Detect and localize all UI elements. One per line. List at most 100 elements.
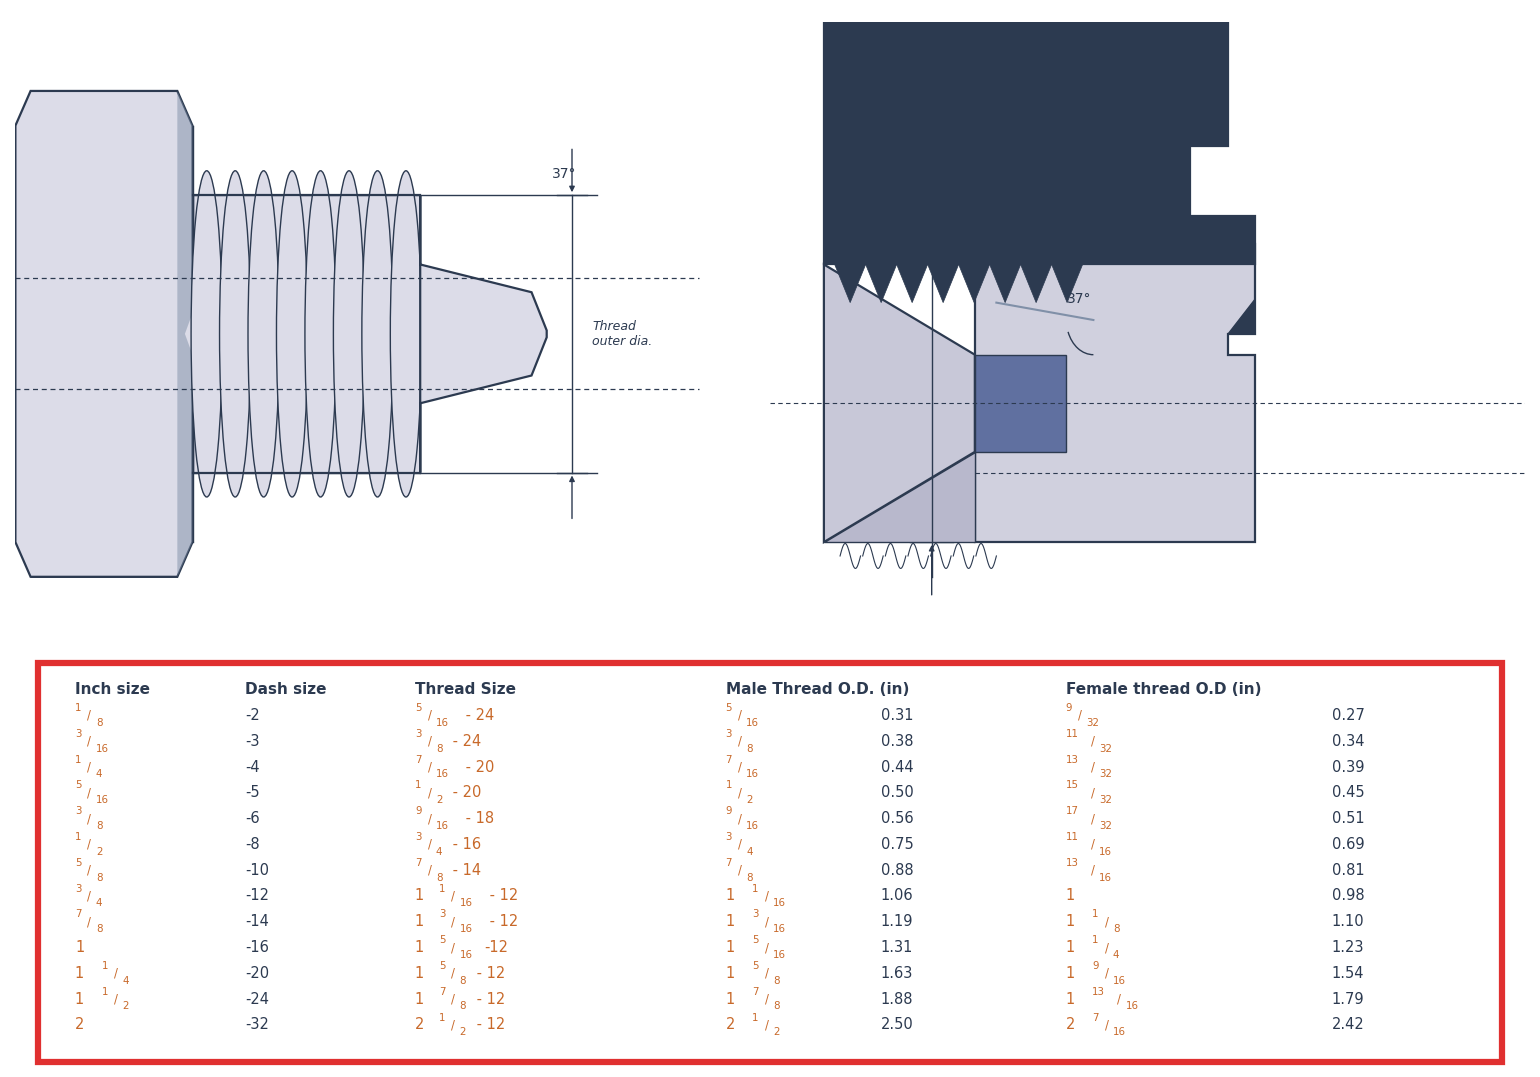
Text: -8: -8 bbox=[245, 837, 260, 852]
Text: /: / bbox=[86, 812, 91, 825]
Text: Inch size: Inch size bbox=[75, 682, 151, 697]
Text: /: / bbox=[86, 838, 91, 851]
Text: 1: 1 bbox=[439, 1012, 445, 1022]
Text: 1.79: 1.79 bbox=[1332, 992, 1364, 1007]
Text: 1: 1 bbox=[416, 992, 430, 1007]
Text: -12: -12 bbox=[245, 889, 270, 904]
Text: 0.39: 0.39 bbox=[1332, 759, 1364, 774]
Polygon shape bbox=[177, 90, 192, 577]
Text: /: / bbox=[86, 786, 91, 799]
Text: 1: 1 bbox=[1066, 940, 1075, 955]
Text: 0.51: 0.51 bbox=[1332, 811, 1364, 826]
Text: 4: 4 bbox=[123, 976, 129, 985]
Text: 13: 13 bbox=[1066, 755, 1078, 765]
Text: -12: -12 bbox=[485, 940, 508, 955]
Text: 2: 2 bbox=[1066, 1018, 1075, 1033]
Text: 4: 4 bbox=[95, 769, 102, 780]
Text: /: / bbox=[738, 838, 742, 851]
Text: /: / bbox=[451, 915, 456, 928]
Text: -10: -10 bbox=[245, 863, 270, 878]
Text: 1: 1 bbox=[725, 940, 735, 955]
Text: 5: 5 bbox=[75, 857, 82, 868]
Text: /: / bbox=[86, 915, 91, 928]
Text: /: / bbox=[1104, 967, 1109, 980]
Text: 0.27: 0.27 bbox=[1332, 708, 1364, 723]
Polygon shape bbox=[896, 265, 927, 303]
Text: /: / bbox=[428, 786, 431, 799]
Text: 8: 8 bbox=[436, 743, 442, 754]
Text: 16: 16 bbox=[747, 821, 759, 831]
Text: 1: 1 bbox=[725, 781, 731, 791]
Text: 0.98: 0.98 bbox=[1332, 889, 1364, 904]
Text: 8: 8 bbox=[95, 924, 102, 934]
Text: 1: 1 bbox=[752, 883, 759, 894]
Text: 4: 4 bbox=[747, 847, 753, 857]
Text: 1: 1 bbox=[75, 703, 82, 713]
Text: 1: 1 bbox=[75, 833, 82, 842]
Text: 2: 2 bbox=[436, 795, 442, 806]
Text: -14: -14 bbox=[245, 914, 270, 929]
Text: 1.88: 1.88 bbox=[881, 992, 913, 1007]
Text: 8: 8 bbox=[747, 872, 753, 882]
Text: 7: 7 bbox=[75, 909, 82, 920]
Polygon shape bbox=[824, 22, 1255, 265]
Text: 8: 8 bbox=[747, 743, 753, 754]
Text: 13: 13 bbox=[1066, 857, 1078, 868]
Polygon shape bbox=[1227, 299, 1255, 334]
Text: -3: -3 bbox=[245, 733, 260, 749]
Text: /: / bbox=[428, 864, 431, 877]
Text: 16: 16 bbox=[436, 718, 448, 728]
Text: 16: 16 bbox=[1126, 1002, 1138, 1011]
Polygon shape bbox=[975, 243, 1255, 542]
Text: 3: 3 bbox=[75, 883, 82, 894]
Text: 16: 16 bbox=[773, 950, 785, 960]
Text: /: / bbox=[738, 864, 742, 877]
Text: 1: 1 bbox=[75, 992, 89, 1007]
Text: 1.19: 1.19 bbox=[881, 914, 913, 929]
Text: 3: 3 bbox=[75, 807, 82, 816]
Text: 3: 3 bbox=[752, 909, 759, 920]
Text: 37°: 37° bbox=[1066, 292, 1090, 306]
Polygon shape bbox=[420, 195, 547, 473]
Text: 16: 16 bbox=[1100, 847, 1112, 857]
Text: 1: 1 bbox=[725, 992, 735, 1007]
Text: 16: 16 bbox=[773, 924, 785, 934]
Text: Thread
inner dia.: Thread inner dia. bbox=[850, 153, 910, 181]
Text: 16: 16 bbox=[95, 795, 109, 806]
Text: 4: 4 bbox=[95, 898, 102, 908]
Text: 0.45: 0.45 bbox=[1332, 785, 1364, 800]
Text: 8: 8 bbox=[436, 872, 442, 882]
Text: 4: 4 bbox=[1113, 950, 1120, 960]
Text: 32: 32 bbox=[1100, 795, 1112, 806]
Polygon shape bbox=[835, 265, 865, 303]
Text: /: / bbox=[738, 786, 742, 799]
Text: - 24: - 24 bbox=[460, 708, 494, 723]
Text: 32: 32 bbox=[1100, 821, 1112, 831]
Text: 32: 32 bbox=[1100, 743, 1112, 754]
Text: 4: 4 bbox=[436, 847, 442, 857]
Text: 5: 5 bbox=[752, 961, 759, 971]
Text: 2: 2 bbox=[75, 1018, 85, 1033]
Text: 9: 9 bbox=[1092, 961, 1100, 971]
Text: 5: 5 bbox=[416, 703, 422, 713]
Text: /: / bbox=[738, 812, 742, 825]
Text: - 18: - 18 bbox=[460, 811, 494, 826]
Text: 8: 8 bbox=[1113, 924, 1120, 934]
Text: 2: 2 bbox=[725, 1018, 735, 1033]
Polygon shape bbox=[1021, 265, 1052, 303]
Text: - 12: - 12 bbox=[473, 992, 505, 1007]
Polygon shape bbox=[975, 354, 1066, 452]
Text: - 12: - 12 bbox=[473, 1018, 505, 1033]
Text: /: / bbox=[738, 735, 742, 747]
Text: 5: 5 bbox=[752, 935, 759, 946]
Text: -16: -16 bbox=[245, 940, 270, 955]
Text: 7: 7 bbox=[439, 987, 445, 996]
Text: 3: 3 bbox=[439, 909, 445, 920]
Text: 32: 32 bbox=[1100, 769, 1112, 780]
Text: 0.88: 0.88 bbox=[881, 863, 913, 878]
Text: 16: 16 bbox=[459, 898, 473, 908]
Text: 5: 5 bbox=[439, 935, 445, 946]
Text: 11: 11 bbox=[1066, 833, 1078, 842]
Ellipse shape bbox=[305, 171, 336, 496]
Text: 1: 1 bbox=[752, 1012, 759, 1022]
